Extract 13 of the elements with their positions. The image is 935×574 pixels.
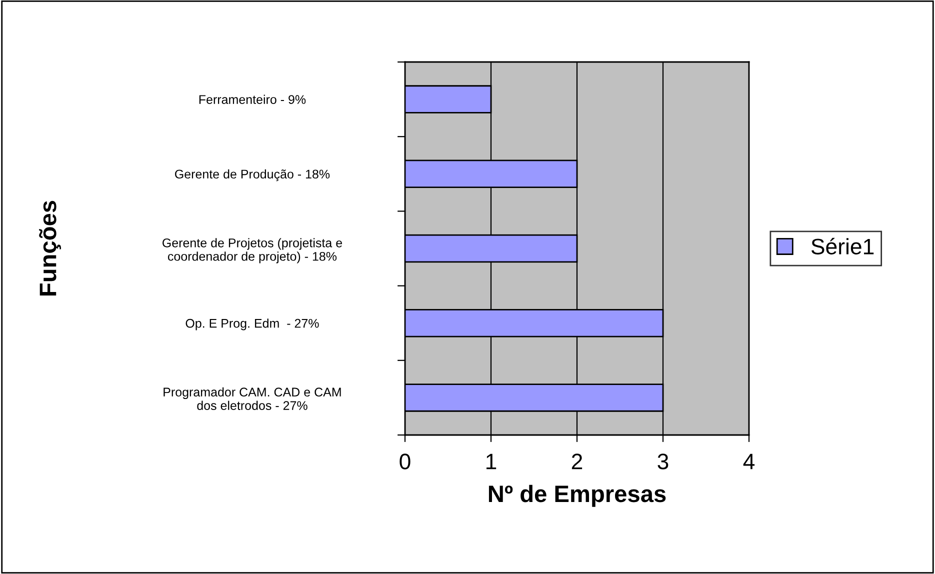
y-tick-label: Programador CAM. CAD e CAM dos eletrodos - 27% (164, 387, 341, 410)
x-axis-title: Nº de Empresas (488, 484, 666, 507)
x-tick-label: 2 (572, 454, 582, 470)
legend-label: Série1 (811, 238, 874, 254)
y-axis-title: Funções (39, 200, 61, 296)
x-tick-label: 3 (658, 454, 668, 470)
x-tick-label: 1 (486, 454, 496, 470)
y-tick-label: Gerente de Projetos (projetista e coordenador de projeto) - 18% (162, 238, 342, 264)
y-tick-label: Op. E Prog. Edm - 27% (186, 318, 319, 330)
y-tick-label: Ferramenteiro - 9% (199, 94, 306, 104)
x-tick-label: 0 (400, 454, 410, 470)
x-tick-label: 4 (743, 454, 755, 470)
y-tick-label: Gerente de Produção - 18% (175, 169, 330, 182)
